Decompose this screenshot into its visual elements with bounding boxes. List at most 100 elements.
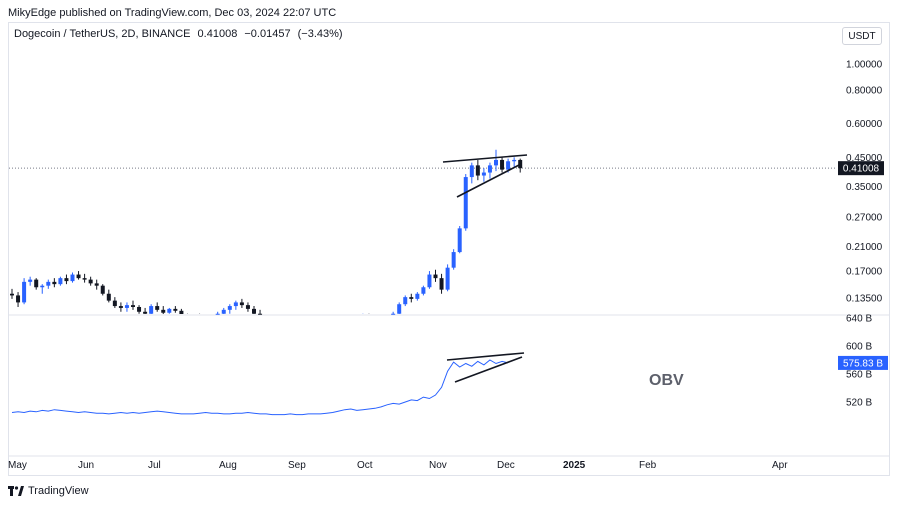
candle-body [409, 297, 414, 299]
candle-body [143, 311, 148, 314]
tradingview-logo-icon [8, 486, 24, 496]
candle-body [239, 302, 244, 306]
time-tick-label: 2025 [563, 460, 586, 471]
tradingview-logo[interactable]: TradingView [8, 485, 89, 497]
candle-body [487, 165, 492, 173]
price-tick-label: 0.21000 [846, 242, 883, 253]
candle-body [94, 283, 99, 286]
candle-body [439, 278, 444, 290]
candle-body [397, 304, 402, 314]
candle-body [500, 159, 505, 170]
wedge-lower-trendline[interactable] [456, 163, 522, 198]
time-tick-label: Dec [497, 460, 515, 471]
price-tick-label: 0.80000 [846, 86, 883, 97]
current-price-tag-label: 0.41008 [843, 164, 880, 175]
candle-body [179, 310, 184, 314]
candle-body [421, 287, 426, 294]
time-tick-label: May [8, 460, 27, 471]
time-tick-label: Jul [148, 460, 161, 471]
symbol-legend[interactable]: Dogecoin / TetherUS, 2D, BINANCE 0.41008… [14, 28, 347, 40]
candle-body [173, 308, 178, 311]
tradingview-brand: TradingView [28, 485, 89, 497]
candle-body [88, 279, 93, 284]
time-tick-label: Aug [219, 460, 237, 471]
symbol-name[interactable]: Dogecoin / TetherUS, 2D, BINANCE [14, 28, 191, 40]
candle-body [10, 293, 14, 296]
candlestick-series [10, 149, 523, 315]
obv-wedge-lower-trendline[interactable] [454, 356, 523, 383]
candle-body [70, 274, 75, 282]
time-axis[interactable]: May Jun Jul Aug Sep Oct Nov Dec 2025 Feb Apr [8, 460, 788, 471]
obv-tick-label: 560 B [846, 370, 872, 381]
time-tick-label: Feb [639, 460, 657, 471]
time-tick-label: Sep [288, 460, 306, 471]
chart-frame [8, 22, 890, 476]
candle-body [46, 281, 51, 286]
candle-body [215, 313, 220, 315]
candle-body [457, 228, 462, 253]
candle-body [415, 293, 420, 299]
candle-body [403, 297, 408, 305]
candle-body [28, 279, 33, 282]
candle-body [221, 309, 226, 314]
candle-body [58, 278, 63, 285]
price-tick-label: 0.17000 [846, 267, 883, 278]
candle-body [112, 300, 117, 307]
price-tick-label: 0.27000 [846, 213, 883, 224]
obv-tick-label: 520 B [846, 398, 872, 409]
candle-body [475, 165, 480, 176]
candle-body [463, 177, 468, 229]
candle-body [245, 305, 250, 309]
obv-rising-wedge[interactable] [446, 352, 525, 383]
obv-tick-label: 600 B [846, 342, 872, 353]
candle-body [167, 308, 172, 313]
candle-body [512, 159, 517, 162]
candle-body [433, 274, 438, 279]
candle-body [155, 306, 160, 310]
candle-body [22, 281, 27, 303]
candle-body [106, 293, 111, 301]
candle-body [258, 313, 263, 315]
current-price-tag: 0.41008 [838, 161, 884, 176]
price-tick-label: 0.35000 [846, 182, 883, 193]
candle-body [506, 161, 511, 170]
last-price: 0.41008 [197, 28, 238, 40]
current-obv-tag: 575.83 B [838, 355, 888, 370]
obv-axis[interactable]: 640 B 600 B 560 B 520 B [846, 314, 872, 409]
candle-body [40, 285, 45, 288]
publish-info: MikyEdge published on TradingView.com, D… [8, 7, 337, 19]
candle-body [64, 278, 69, 282]
candle-body [252, 308, 256, 314]
candle-body [445, 267, 450, 290]
time-tick-label: Nov [429, 460, 447, 471]
candle-body [118, 306, 123, 308]
candle-body [494, 159, 498, 166]
candle-body [52, 281, 57, 285]
candle-body [427, 274, 432, 288]
candle-body [16, 295, 21, 303]
price-tick-label: 0.60000 [846, 119, 883, 130]
price-change: −0.01457 [244, 28, 291, 40]
time-tick-label: Apr [772, 460, 788, 471]
candle-body [124, 305, 129, 308]
candle-body [137, 306, 142, 312]
price-axis[interactable]: 1.00000 0.80000 0.60000 0.45000 0.35000 0.270… [846, 60, 883, 305]
candle-body [451, 252, 456, 268]
price-change-pct: (−3.43%) [297, 28, 343, 40]
obv-line [11, 359, 509, 416]
candle-body [469, 165, 474, 178]
currency-button[interactable]: USDT [842, 27, 882, 45]
price-tick-label: 0.13500 [846, 294, 883, 305]
wedge-upper-trendline[interactable] [442, 154, 528, 163]
candle-body [161, 309, 166, 313]
current-obv-tag-label: 575.83 B [843, 358, 883, 369]
candle-body [149, 306, 154, 314]
obv-wedge-upper-trendline[interactable] [446, 352, 525, 361]
time-tick-label: Oct [357, 460, 373, 471]
candle-body [233, 302, 238, 307]
price-tick-label: 1.00000 [846, 60, 883, 71]
candle-body [131, 305, 135, 307]
obv-label: OBV [649, 372, 684, 389]
price-rising-wedge[interactable] [442, 154, 528, 198]
